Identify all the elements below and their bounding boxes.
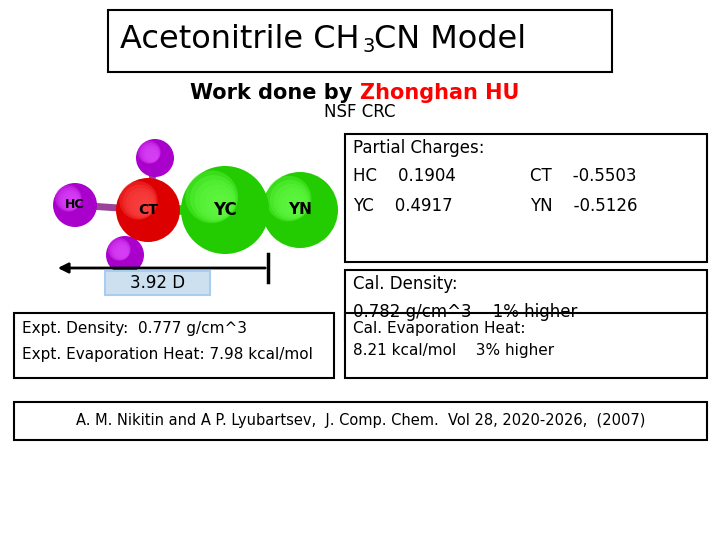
Circle shape [69, 199, 78, 207]
Text: Zhonghan HU: Zhonghan HU [360, 83, 519, 103]
Text: NSF CRC: NSF CRC [324, 103, 396, 121]
Circle shape [62, 192, 79, 210]
Circle shape [181, 166, 269, 254]
Circle shape [194, 180, 235, 220]
Circle shape [140, 201, 152, 214]
Circle shape [114, 244, 129, 259]
Circle shape [150, 153, 157, 160]
Circle shape [138, 141, 161, 164]
Text: 0.782 g/cm^3    1% higher: 0.782 g/cm^3 1% higher [353, 303, 577, 321]
Circle shape [144, 147, 159, 162]
Text: CT    -0.5503: CT -0.5503 [530, 167, 636, 185]
FancyBboxPatch shape [14, 313, 334, 378]
Circle shape [286, 196, 305, 215]
Circle shape [148, 151, 158, 161]
Circle shape [186, 171, 238, 223]
Circle shape [116, 178, 180, 242]
Circle shape [108, 238, 131, 261]
Text: HC: HC [66, 199, 85, 212]
Circle shape [262, 172, 338, 248]
FancyBboxPatch shape [345, 313, 707, 378]
Circle shape [270, 180, 310, 220]
Circle shape [55, 185, 81, 212]
FancyBboxPatch shape [108, 10, 612, 72]
Text: A. M. Nikitin and A P. Lyubartsev,  J. Comp. Chem.  Vol 28, 2020-2026,  (2007): A. M. Nikitin and A P. Lyubartsev, J. Co… [76, 414, 645, 429]
FancyBboxPatch shape [345, 270, 707, 340]
Circle shape [278, 188, 308, 218]
Circle shape [65, 194, 79, 209]
Circle shape [290, 200, 305, 214]
Circle shape [130, 191, 155, 217]
Circle shape [213, 198, 230, 215]
Circle shape [190, 175, 237, 222]
Circle shape [266, 176, 312, 221]
Circle shape [116, 246, 128, 258]
Circle shape [199, 185, 234, 219]
Circle shape [282, 192, 307, 217]
Text: HC    0.1904: HC 0.1904 [353, 167, 456, 185]
Circle shape [274, 184, 309, 219]
FancyBboxPatch shape [105, 271, 210, 295]
Circle shape [60, 190, 80, 210]
Text: Expt. Evaporation Heat: 7.98 kcal/mol: Expt. Evaporation Heat: 7.98 kcal/mol [22, 348, 313, 362]
Circle shape [58, 187, 81, 211]
Text: Expt. Density:  0.777 g/cm^3: Expt. Density: 0.777 g/cm^3 [22, 321, 247, 336]
Circle shape [118, 248, 127, 258]
Text: 3: 3 [363, 37, 375, 56]
Circle shape [106, 236, 144, 274]
Text: Work done by: Work done by [190, 83, 360, 103]
FancyBboxPatch shape [345, 134, 707, 262]
Circle shape [132, 195, 153, 215]
Text: YN: YN [288, 202, 312, 218]
Text: Partial Charges:: Partial Charges: [353, 139, 485, 157]
Text: CN Model: CN Model [374, 24, 526, 56]
Circle shape [136, 198, 153, 214]
Text: YN    -0.5126: YN -0.5126 [530, 197, 637, 215]
Circle shape [142, 145, 160, 163]
Circle shape [120, 250, 127, 257]
Text: Cal. Density:: Cal. Density: [353, 275, 458, 293]
Text: 3.92 D: 3.92 D [130, 274, 185, 292]
Circle shape [146, 149, 158, 161]
Circle shape [112, 242, 130, 260]
FancyBboxPatch shape [14, 402, 707, 440]
Circle shape [122, 185, 157, 219]
Circle shape [209, 194, 231, 217]
Text: YC    0.4917: YC 0.4917 [353, 197, 453, 215]
Text: Cal. Evaporation Heat:: Cal. Evaporation Heat: [353, 321, 526, 336]
Text: CT: CT [138, 203, 158, 217]
Circle shape [67, 197, 78, 208]
Text: 8.21 kcal/mol    3% higher: 8.21 kcal/mol 3% higher [353, 343, 554, 359]
Circle shape [126, 188, 156, 218]
Circle shape [110, 240, 130, 260]
Circle shape [136, 139, 174, 177]
Text: YC: YC [213, 201, 237, 219]
Circle shape [204, 189, 233, 218]
Circle shape [120, 181, 158, 220]
Text: Acetonitrile CH: Acetonitrile CH [120, 24, 360, 56]
Circle shape [140, 143, 160, 163]
Circle shape [53, 183, 97, 227]
